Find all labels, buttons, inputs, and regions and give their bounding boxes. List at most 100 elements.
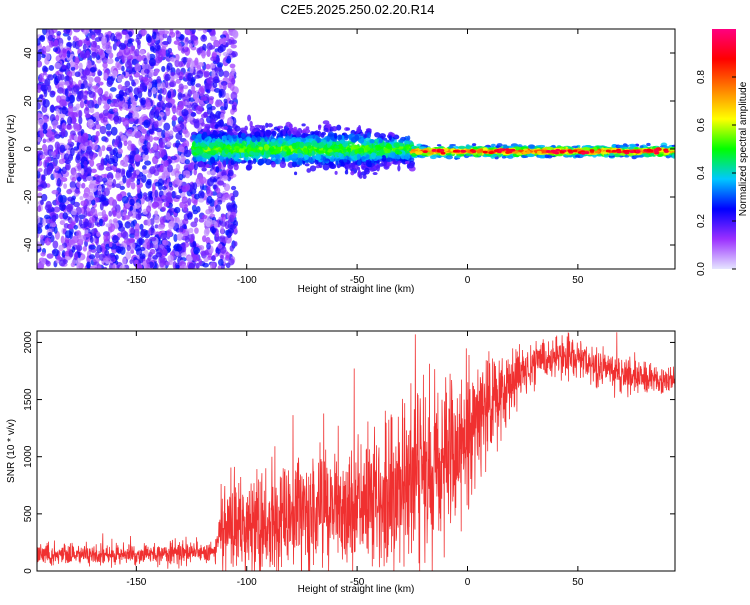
spectrogram-cell — [154, 181, 161, 187]
spectrogram-cell — [88, 216, 96, 224]
spectrogram-cell — [45, 156, 51, 163]
spectrogram-cell — [221, 37, 227, 46]
spectrogram-cell — [129, 259, 134, 265]
spectrogram-cell — [51, 119, 59, 128]
spectrogram-cell — [58, 158, 65, 165]
spectrogram-cell — [146, 263, 151, 269]
spectrogram-cell — [219, 119, 224, 127]
spectrogram-cell — [167, 90, 172, 99]
spectrogram-cell — [153, 120, 159, 129]
spectrogram-cell — [104, 137, 109, 143]
spectrogram-cell — [120, 229, 127, 239]
spectrogram-cell — [121, 162, 129, 168]
spectrogram-cell — [175, 245, 183, 252]
spectrogram-cell — [164, 130, 171, 138]
spectrogram-cell — [167, 47, 173, 54]
spectrogram-cell — [79, 100, 85, 109]
spectrogram-cell — [106, 131, 111, 137]
spectrogram-cell — [41, 174, 46, 182]
spectrogram-cell — [57, 73, 63, 81]
spectrogram-cell — [161, 185, 167, 191]
spectrogram-cell — [151, 201, 158, 209]
spectrogram-cell — [62, 212, 69, 220]
spectrogram-cell — [274, 154, 280, 159]
spectrogram-cell — [175, 264, 180, 269]
spectrogram-cell — [100, 158, 105, 167]
spectrogram-cell — [154, 43, 161, 52]
spectrogram-cell — [165, 212, 171, 221]
spectrogram-cell — [86, 59, 92, 69]
spectrogram-cell — [110, 32, 116, 42]
spectrogram-cell — [47, 74, 54, 81]
spectrogram-cell — [174, 217, 180, 224]
spectrogram-cell — [69, 239, 76, 245]
spectrogram-cell — [195, 147, 201, 155]
spectrogram-cell — [200, 163, 206, 168]
spectrogram-cell — [134, 48, 140, 57]
spectrogram-cell — [101, 145, 106, 152]
spectrogram-cell — [154, 109, 160, 117]
spectrogram-cell — [67, 105, 74, 115]
spectrogram-cell — [122, 175, 127, 184]
spectrogram-cell — [225, 92, 230, 99]
spectrogram-cell — [117, 84, 123, 90]
spectrogram-cell — [58, 244, 64, 252]
spectrogram-cell — [73, 122, 80, 132]
spectrogram-cell — [213, 87, 221, 93]
spectrogram-cells — [37, 29, 675, 269]
spectrogram-cell — [271, 161, 276, 168]
spectrogram-cell — [89, 159, 95, 167]
spectrogram-cell — [211, 69, 216, 79]
spectrogram-cell — [358, 174, 363, 179]
spectrogram-cell — [247, 114, 252, 122]
spectrogram-cell — [39, 154, 46, 160]
spectrogram-cell — [222, 52, 229, 57]
spectrogram-cell — [164, 79, 169, 89]
spectrogram-cell — [192, 141, 196, 147]
spectrogram-cell — [99, 202, 104, 211]
spectrogram-cell — [234, 125, 241, 132]
spectrogram-cell — [342, 148, 347, 153]
spectrogram-cell — [67, 224, 75, 230]
spectrogram-cell — [232, 30, 239, 39]
spectrogram-cell — [165, 261, 171, 266]
spectrogram-cell — [193, 199, 198, 206]
spectrogram-cell — [52, 240, 59, 249]
spectrogram-cell — [186, 255, 193, 263]
spectrogram-cell — [136, 184, 141, 194]
spectrogram-cell — [79, 195, 84, 201]
spectrogram-cell — [55, 108, 60, 115]
spectrogram-cell — [77, 151, 83, 157]
spectrogram-cell — [279, 161, 287, 169]
spectrogram-cell — [152, 79, 158, 85]
spectrogram-cell — [76, 180, 81, 188]
spectrogram-cell — [203, 228, 210, 237]
spectrogram-cell — [212, 82, 218, 89]
spectrogram-cell — [157, 53, 164, 61]
spectrogram-cell — [167, 164, 173, 173]
spectrogram-cell — [164, 73, 171, 82]
spectrogram-cell — [173, 74, 179, 79]
spectrogram-cell — [98, 148, 103, 157]
spectrogram-cell — [230, 195, 235, 202]
spectrogram-cell — [368, 161, 372, 168]
spectrogram-cell — [217, 243, 223, 249]
spectrogram-cell — [246, 163, 253, 171]
spectrogram-cell — [215, 166, 220, 174]
spectrogram-cell — [247, 159, 252, 164]
spectrogram-cell — [102, 116, 108, 123]
spectrogram-cell — [44, 78, 51, 87]
spectrogram-cell — [86, 145, 92, 151]
spectrogram-cell — [136, 178, 141, 186]
spectrogram-cell — [37, 113, 44, 119]
spectrogram-cell — [214, 252, 219, 258]
spectrogram-cell — [198, 137, 202, 143]
spectrogram-cell — [226, 145, 231, 149]
spectrogram-cell — [200, 142, 206, 147]
spectrogram-cell — [74, 214, 79, 224]
spectrogram-cell — [148, 58, 156, 67]
spectrogram-cell — [121, 195, 129, 204]
spectrogram-cell — [82, 245, 87, 252]
spectrogram-cell — [154, 224, 159, 229]
spectrogram-cell — [37, 170, 41, 179]
